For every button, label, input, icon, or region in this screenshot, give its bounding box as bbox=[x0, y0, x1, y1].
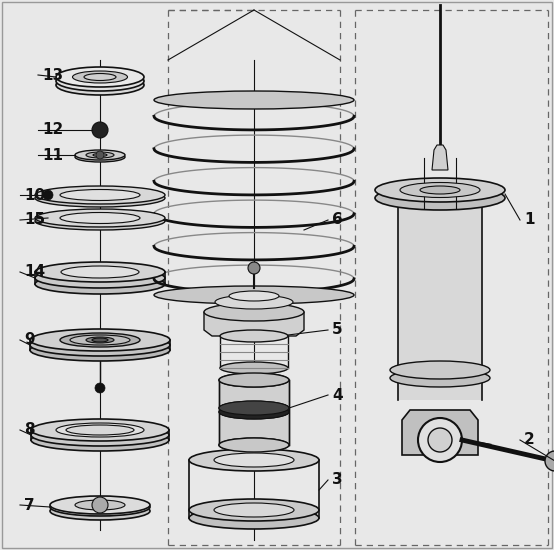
Text: 9: 9 bbox=[24, 333, 34, 348]
Ellipse shape bbox=[60, 190, 140, 201]
Ellipse shape bbox=[390, 361, 490, 379]
Ellipse shape bbox=[219, 438, 289, 452]
Circle shape bbox=[248, 262, 260, 274]
Ellipse shape bbox=[219, 373, 289, 387]
Ellipse shape bbox=[66, 425, 134, 435]
Text: 7: 7 bbox=[24, 498, 34, 513]
Text: 8: 8 bbox=[24, 422, 34, 437]
Ellipse shape bbox=[56, 67, 144, 87]
Ellipse shape bbox=[70, 335, 130, 345]
Bar bbox=[424, 158, 456, 208]
Text: 2: 2 bbox=[524, 432, 535, 448]
Ellipse shape bbox=[204, 303, 304, 321]
Ellipse shape bbox=[86, 337, 114, 343]
Ellipse shape bbox=[35, 189, 165, 207]
Ellipse shape bbox=[214, 503, 294, 517]
Ellipse shape bbox=[50, 496, 150, 514]
Ellipse shape bbox=[60, 212, 140, 223]
Ellipse shape bbox=[60, 333, 140, 347]
Ellipse shape bbox=[61, 266, 139, 278]
Ellipse shape bbox=[189, 449, 319, 471]
Circle shape bbox=[43, 190, 53, 200]
Bar bbox=[398, 198, 482, 400]
Ellipse shape bbox=[30, 329, 170, 351]
Ellipse shape bbox=[35, 186, 165, 204]
Ellipse shape bbox=[400, 183, 480, 197]
Polygon shape bbox=[432, 145, 448, 170]
Ellipse shape bbox=[220, 362, 288, 374]
Ellipse shape bbox=[30, 339, 170, 361]
Ellipse shape bbox=[219, 373, 289, 387]
Circle shape bbox=[96, 151, 104, 159]
Text: 10: 10 bbox=[24, 188, 45, 202]
Ellipse shape bbox=[219, 405, 289, 419]
Ellipse shape bbox=[31, 419, 169, 441]
Ellipse shape bbox=[35, 262, 165, 282]
Circle shape bbox=[92, 497, 108, 513]
Ellipse shape bbox=[420, 186, 460, 194]
Ellipse shape bbox=[73, 71, 127, 83]
Ellipse shape bbox=[30, 334, 170, 356]
Circle shape bbox=[92, 122, 108, 138]
Ellipse shape bbox=[31, 424, 169, 446]
Ellipse shape bbox=[390, 369, 490, 387]
Ellipse shape bbox=[84, 74, 116, 80]
Ellipse shape bbox=[189, 499, 319, 521]
Circle shape bbox=[545, 451, 554, 471]
Polygon shape bbox=[204, 312, 304, 336]
Ellipse shape bbox=[56, 71, 144, 91]
Ellipse shape bbox=[50, 502, 150, 520]
Text: 5: 5 bbox=[332, 322, 342, 338]
Bar bbox=[219, 380, 289, 445]
Ellipse shape bbox=[31, 429, 169, 451]
Ellipse shape bbox=[75, 152, 125, 162]
Ellipse shape bbox=[93, 153, 107, 157]
Ellipse shape bbox=[219, 401, 289, 415]
Ellipse shape bbox=[56, 423, 144, 437]
Text: 15: 15 bbox=[24, 212, 45, 228]
Polygon shape bbox=[402, 410, 478, 455]
Ellipse shape bbox=[229, 291, 279, 301]
Text: 14: 14 bbox=[24, 265, 45, 279]
Circle shape bbox=[95, 383, 105, 393]
Ellipse shape bbox=[75, 150, 125, 160]
Ellipse shape bbox=[215, 295, 293, 309]
Text: 6: 6 bbox=[332, 212, 343, 228]
Ellipse shape bbox=[35, 209, 165, 227]
Ellipse shape bbox=[219, 438, 289, 452]
Circle shape bbox=[418, 418, 462, 462]
Ellipse shape bbox=[75, 500, 125, 510]
Ellipse shape bbox=[154, 286, 354, 304]
Ellipse shape bbox=[375, 178, 505, 202]
Ellipse shape bbox=[219, 405, 289, 419]
Ellipse shape bbox=[35, 212, 165, 230]
Circle shape bbox=[428, 428, 452, 452]
Text: 13: 13 bbox=[42, 68, 63, 82]
Ellipse shape bbox=[375, 186, 505, 210]
Ellipse shape bbox=[35, 268, 165, 288]
Text: 11: 11 bbox=[42, 147, 63, 162]
Ellipse shape bbox=[189, 507, 319, 529]
Text: 3: 3 bbox=[332, 472, 342, 487]
Ellipse shape bbox=[92, 338, 108, 342]
Ellipse shape bbox=[220, 330, 288, 342]
Ellipse shape bbox=[214, 453, 294, 467]
Ellipse shape bbox=[35, 274, 165, 294]
Text: 4: 4 bbox=[332, 388, 342, 403]
Ellipse shape bbox=[56, 75, 144, 95]
Text: 1: 1 bbox=[524, 212, 535, 228]
Ellipse shape bbox=[86, 152, 114, 158]
Text: 12: 12 bbox=[42, 123, 63, 138]
Ellipse shape bbox=[154, 91, 354, 109]
Ellipse shape bbox=[50, 498, 150, 516]
Ellipse shape bbox=[219, 401, 289, 415]
